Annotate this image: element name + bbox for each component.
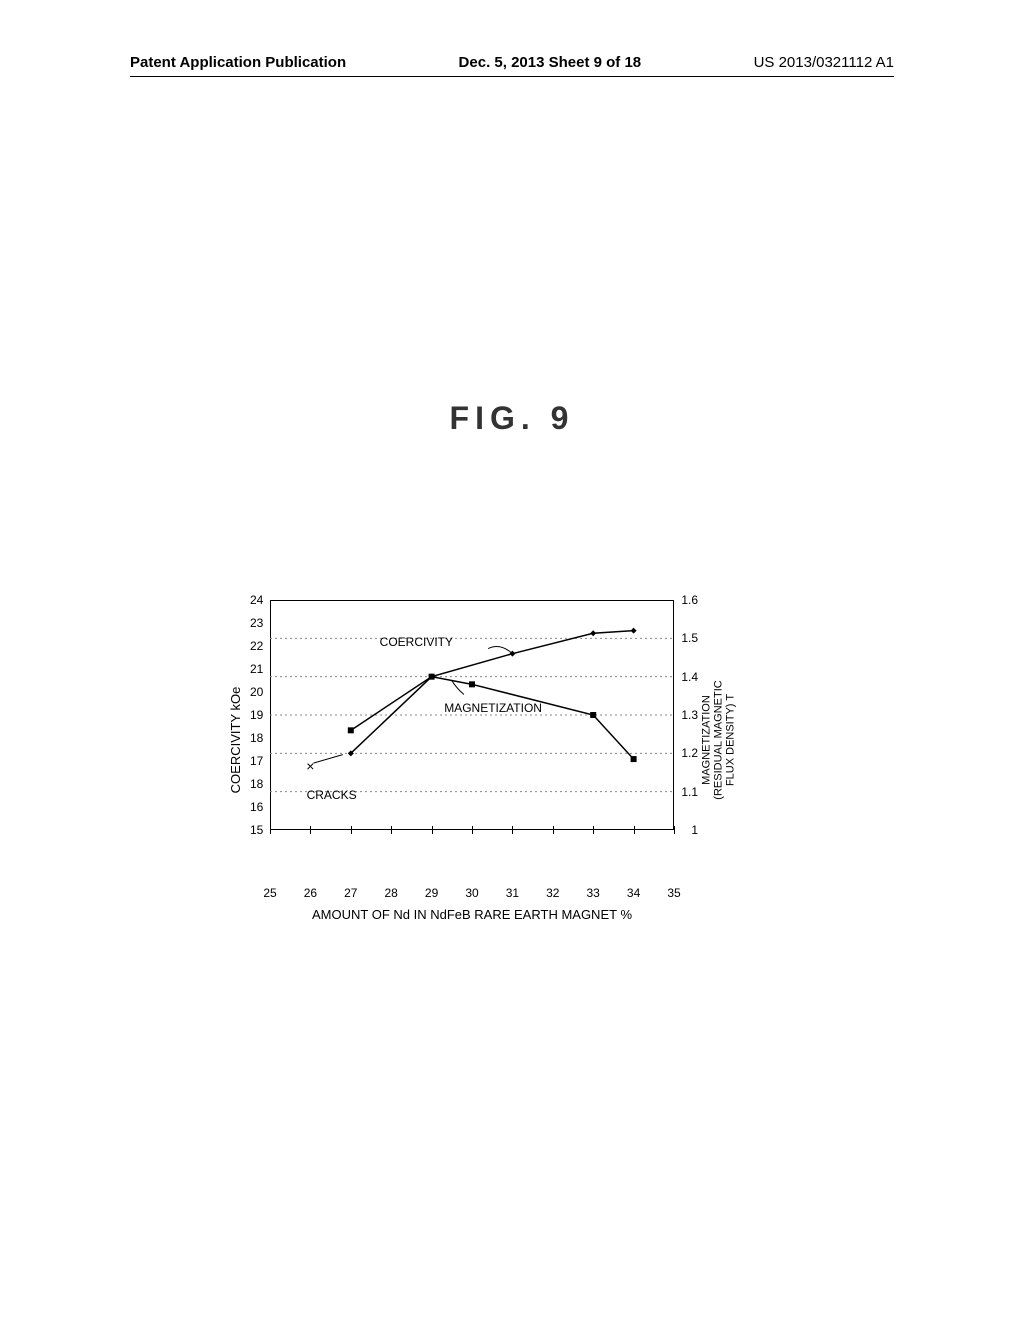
- y-axis-label-left: COERCIVITY kOe: [228, 687, 243, 794]
- y-tick-left: 21: [250, 662, 263, 676]
- x-tick: 26: [304, 886, 317, 900]
- cracks-label: CRACKS: [307, 788, 357, 802]
- y-tick-left: 18: [250, 731, 263, 745]
- y-tick-right: 1.6: [681, 593, 698, 607]
- y-tick-left: 22: [250, 639, 263, 653]
- x-tick: 28: [385, 886, 398, 900]
- header-rule: [130, 76, 894, 77]
- x-tick-mark: [512, 826, 513, 834]
- y-tick-left: 16: [250, 800, 263, 814]
- x-tick: 31: [506, 886, 519, 900]
- x-tick-mark: [391, 826, 392, 834]
- y-tick-left: 23: [250, 616, 263, 630]
- y-tick-left: 18: [250, 777, 263, 791]
- header-center: Dec. 5, 2013 Sheet 9 of 18: [459, 54, 642, 71]
- x-tick-mark: [351, 826, 352, 834]
- x-tick: 29: [425, 886, 438, 900]
- figure-title: FIG. 9: [0, 400, 1024, 437]
- x-axis-label: AMOUNT OF Nd IN NdFeB RARE EARTH MAGNET …: [222, 907, 722, 922]
- y-tick-left: 19: [250, 708, 263, 722]
- header-left: Patent Application Publication: [130, 54, 346, 71]
- y-tick-right: 1.5: [681, 631, 698, 645]
- y-tick-right: 1.1: [681, 785, 698, 799]
- x-tick: 25: [263, 886, 276, 900]
- x-tick-mark: [270, 826, 271, 834]
- x-tick-mark: [593, 826, 594, 834]
- page-header: Patent Application Publication Dec. 5, 2…: [0, 54, 1024, 71]
- y-axis-label-right: MAGNETIZATION (RESIDUAL MAGNETIC FLUX DE…: [700, 680, 736, 799]
- x-tick: 30: [465, 886, 478, 900]
- y-tick-right: 1.3: [681, 708, 698, 722]
- y-tick-left: 24: [250, 593, 263, 607]
- magnetization-label: MAGNETIZATION: [444, 701, 542, 715]
- x-tick-mark: [472, 826, 473, 834]
- chart: COERCIVITY kOe MAGNETIZATION (RESIDUAL M…: [222, 600, 722, 880]
- x-tick-mark: [553, 826, 554, 834]
- cracks-marker: ×: [306, 758, 314, 774]
- coercivity-label: COERCIVITY: [380, 635, 453, 649]
- x-tick: 35: [667, 886, 680, 900]
- header-right: US 2013/0321112 A1: [754, 54, 894, 71]
- y-tick-left: 17: [250, 754, 263, 768]
- x-tick-mark: [634, 826, 635, 834]
- y-tick-right: 1.2: [681, 746, 698, 760]
- y-tick-right: 1.4: [681, 670, 698, 684]
- x-tick: 33: [587, 886, 600, 900]
- x-tick: 27: [344, 886, 357, 900]
- x-tick-mark: [432, 826, 433, 834]
- x-tick-mark: [310, 826, 311, 834]
- y-tick-left: 15: [250, 823, 263, 837]
- x-tick: 34: [627, 886, 640, 900]
- y-tick-left: 20: [250, 685, 263, 699]
- x-tick: 32: [546, 886, 559, 900]
- x-tick-mark: [674, 826, 675, 834]
- y-tick-right: 1: [691, 823, 698, 837]
